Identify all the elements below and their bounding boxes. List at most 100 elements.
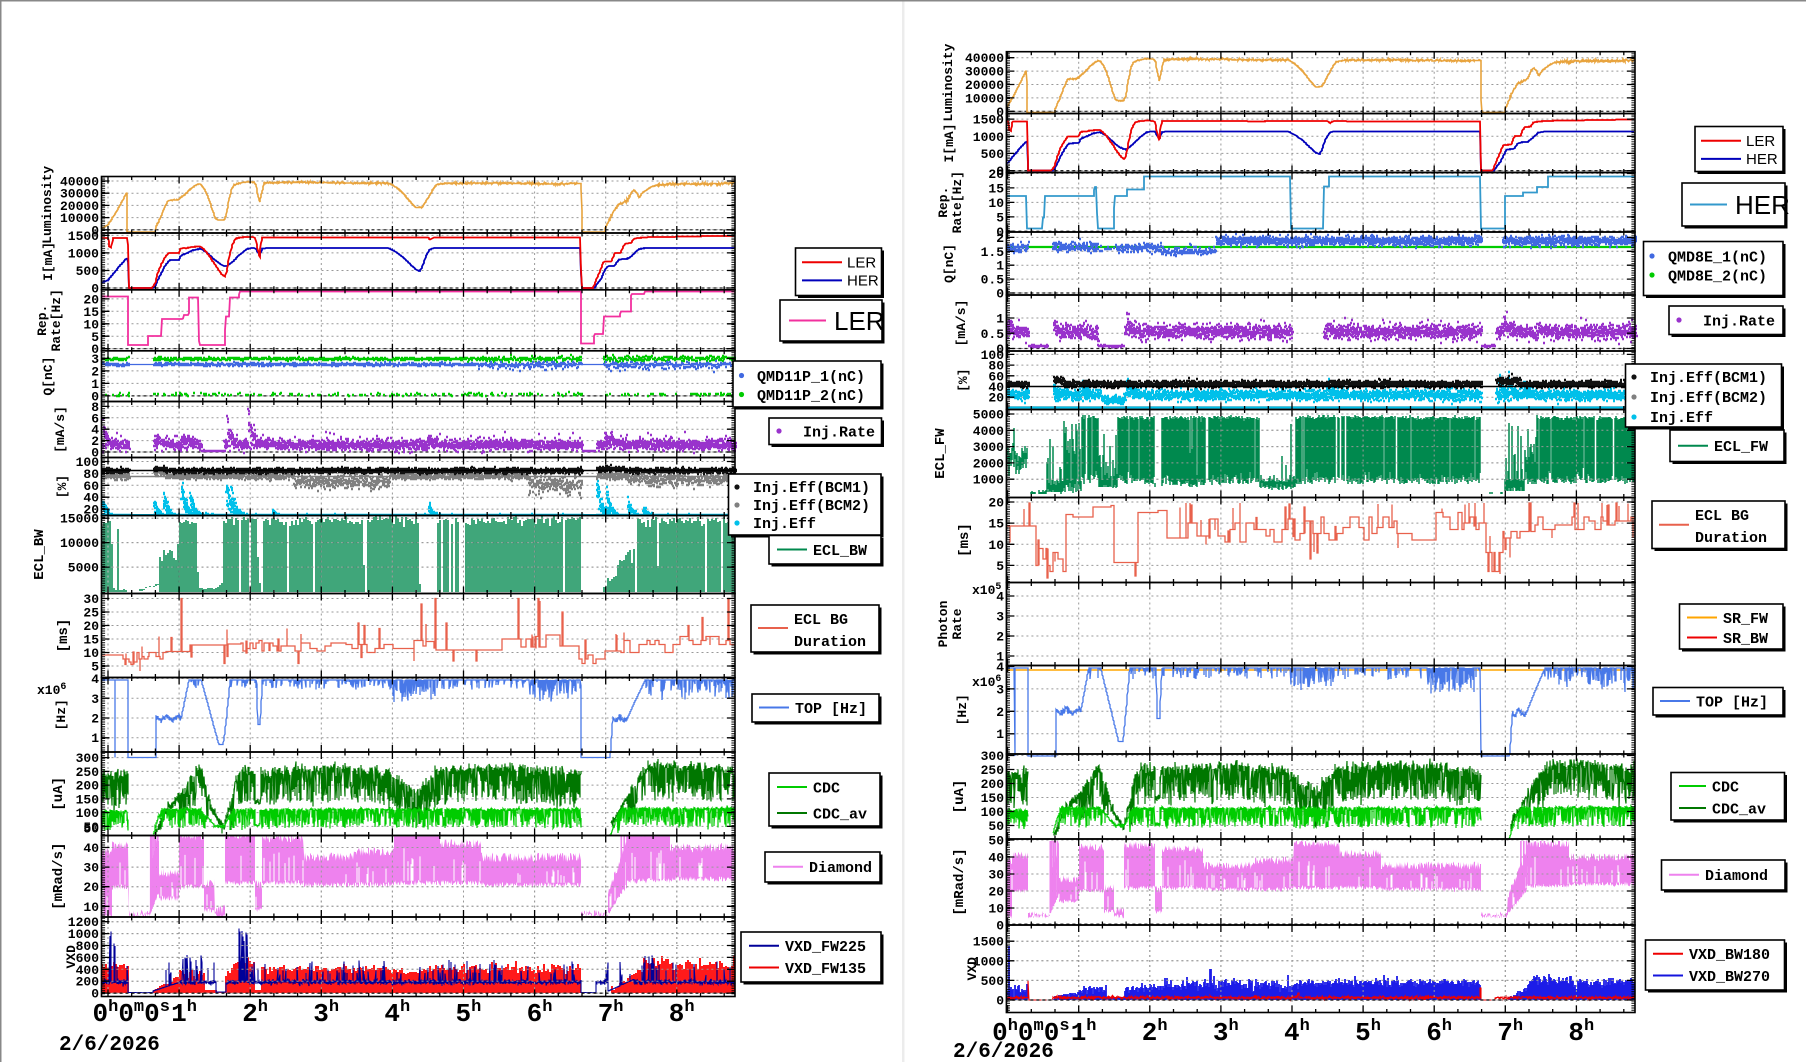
svg-text:Inj.Eff: Inj.Eff <box>1650 410 1713 427</box>
svg-text:2: 2 <box>91 364 99 379</box>
svg-text:0: 0 <box>996 105 1004 120</box>
svg-text:30: 30 <box>83 592 99 607</box>
svg-text:1000: 1000 <box>973 954 1004 969</box>
svg-text:20: 20 <box>988 391 1004 406</box>
svg-text:100: 100 <box>981 348 1005 363</box>
svg-text:0: 0 <box>91 282 99 297</box>
svg-text:VXD: VXD <box>64 945 79 969</box>
svg-text:Luminosity: Luminosity <box>941 43 956 121</box>
svg-text:2: 2 <box>91 434 99 449</box>
svg-text:TOP [Hz]: TOP [Hz] <box>795 701 867 718</box>
svg-text:0: 0 <box>91 342 99 357</box>
svg-text:ECL BG: ECL BG <box>794 612 848 629</box>
svg-text:4: 4 <box>91 423 99 438</box>
svg-text:300: 300 <box>76 751 100 766</box>
svg-text:10: 10 <box>988 538 1004 553</box>
svg-text:1500: 1500 <box>68 229 99 244</box>
svg-text:5000: 5000 <box>973 408 1004 423</box>
svg-text:2/6/2026: 2/6/2026 <box>953 1041 1054 1062</box>
svg-text:[uA]: [uA] <box>51 777 67 811</box>
svg-text:CDC: CDC <box>813 781 840 798</box>
svg-text:1200: 1200 <box>68 915 99 930</box>
svg-text:600: 600 <box>76 951 100 966</box>
svg-text:I[mA]: I[mA] <box>41 242 56 281</box>
svg-text:200: 200 <box>76 975 100 990</box>
svg-text:6: 6 <box>91 411 99 426</box>
svg-text:150: 150 <box>981 791 1005 806</box>
svg-text:3000: 3000 <box>973 440 1004 455</box>
svg-text:QMD8E_1(nC): QMD8E_1(nC) <box>1668 250 1767 267</box>
svg-text:0: 0 <box>996 225 1004 240</box>
svg-text:400: 400 <box>76 963 100 978</box>
svg-text:ECL_FW: ECL_FW <box>933 428 949 479</box>
svg-text:0: 0 <box>996 164 1004 179</box>
svg-text:30000: 30000 <box>965 65 1004 80</box>
svg-text:QMD11P_1(nC): QMD11P_1(nC) <box>757 369 865 386</box>
svg-text:10: 10 <box>83 900 99 915</box>
svg-text:10: 10 <box>988 196 1004 211</box>
svg-text:20: 20 <box>988 885 1004 900</box>
svg-text:5: 5 <box>996 559 1004 574</box>
svg-text:100: 100 <box>76 455 100 470</box>
svg-text:0: 0 <box>91 223 99 238</box>
svg-text:[%]: [%] <box>956 368 971 391</box>
svg-text:0h0m0s: 0h0m0s <box>992 1017 1069 1048</box>
svg-text:[%]: [%] <box>55 475 70 498</box>
svg-text:60: 60 <box>988 369 1004 384</box>
svg-text:10: 10 <box>83 317 99 332</box>
svg-text:Inj.Rate: Inj.Rate <box>803 425 875 442</box>
svg-text:15: 15 <box>83 633 99 648</box>
svg-text:150: 150 <box>76 792 100 807</box>
svg-text:LER: LER <box>1746 133 1775 150</box>
svg-text:0: 0 <box>996 994 1004 1009</box>
svg-text:1: 1 <box>996 312 1004 327</box>
svg-text:500: 500 <box>981 147 1005 162</box>
svg-text:250: 250 <box>981 763 1005 778</box>
svg-text:30000: 30000 <box>60 187 99 202</box>
svg-text:4: 4 <box>996 660 1004 675</box>
svg-text:CDC: CDC <box>1712 780 1739 797</box>
svg-text:30: 30 <box>83 861 99 876</box>
svg-text:1: 1 <box>91 731 99 746</box>
svg-text:1000: 1000 <box>68 927 99 942</box>
svg-text:Diamond: Diamond <box>809 860 872 877</box>
svg-text:Inj.Eff(BCM2): Inj.Eff(BCM2) <box>753 498 870 515</box>
svg-text:10: 10 <box>988 902 1004 917</box>
svg-text:3: 3 <box>91 692 99 707</box>
svg-text:2: 2 <box>91 712 99 727</box>
svg-text:0: 0 <box>996 342 1004 357</box>
svg-text:[mRad/s]: [mRad/s] <box>952 848 968 915</box>
svg-text:ECL_BW: ECL_BW <box>32 529 48 580</box>
svg-text:ECL_FW: ECL_FW <box>1714 439 1768 456</box>
svg-text:20: 20 <box>83 619 99 634</box>
svg-text:20: 20 <box>988 496 1004 511</box>
svg-text:1.5: 1.5 <box>981 245 1005 260</box>
svg-text:[Hz]: [Hz] <box>54 699 69 730</box>
svg-text:QMD8E_2(nC): QMD8E_2(nC) <box>1668 269 1767 286</box>
svg-text:HER: HER <box>1746 151 1778 168</box>
svg-text:200: 200 <box>981 777 1005 792</box>
svg-text:Q[nC]: Q[nC] <box>942 244 957 283</box>
svg-text:15000: 15000 <box>60 512 99 527</box>
svg-text:3: 3 <box>996 610 1004 625</box>
svg-text:1000: 1000 <box>973 130 1004 145</box>
svg-text:5000: 5000 <box>68 561 99 576</box>
svg-text:Duration: Duration <box>1695 530 1767 547</box>
svg-text:0: 0 <box>91 389 99 404</box>
svg-text:VXD_FW225: VXD_FW225 <box>785 939 866 956</box>
svg-text:40000: 40000 <box>60 175 99 190</box>
svg-text:Rate: Rate <box>950 608 965 639</box>
svg-text:5: 5 <box>91 330 99 345</box>
svg-text:Rate[Hz]: Rate[Hz] <box>950 171 965 233</box>
svg-text:50: 50 <box>988 834 1004 849</box>
svg-text:2000: 2000 <box>973 456 1004 471</box>
svg-text:50: 50 <box>988 819 1004 834</box>
svg-text:15: 15 <box>988 517 1004 532</box>
svg-text:500: 500 <box>76 264 100 279</box>
svg-text:40000: 40000 <box>965 51 1004 66</box>
svg-text:[ms]: [ms] <box>957 523 973 557</box>
svg-text:60: 60 <box>83 479 99 494</box>
svg-text:CDC_av: CDC_av <box>1712 802 1766 819</box>
svg-text:QMD11P_2(nC): QMD11P_2(nC) <box>757 388 865 405</box>
svg-text:100: 100 <box>76 806 100 821</box>
